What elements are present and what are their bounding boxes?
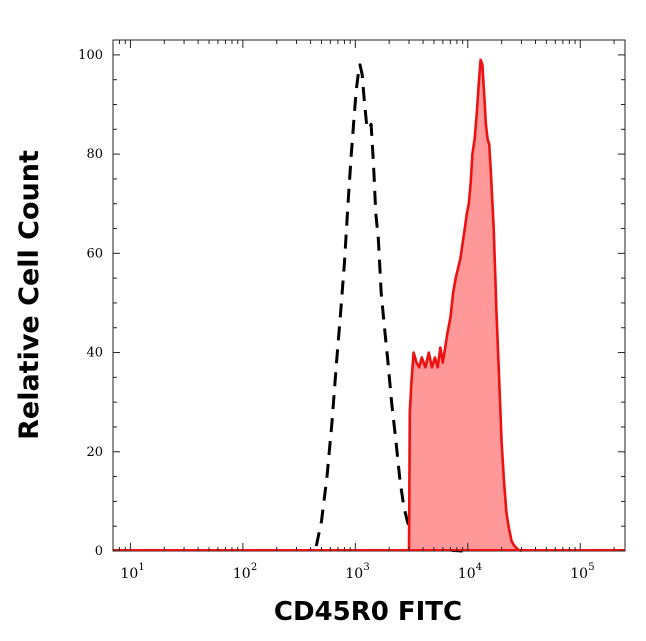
y-tick-label: 80 bbox=[86, 147, 103, 162]
y-tick-label: 100 bbox=[78, 48, 103, 63]
x-axis-label: CD45R0 FITC bbox=[274, 597, 462, 627]
y-tick-label: 40 bbox=[86, 346, 103, 361]
series-layer bbox=[314, 58, 522, 553]
x-tick-exponent: 5 bbox=[588, 562, 594, 573]
x-tick-label: 10 2 bbox=[233, 562, 257, 582]
y-tick-label: 60 bbox=[86, 246, 103, 261]
x-tick-label: 10 4 bbox=[458, 562, 482, 582]
x-tick-base: 10 bbox=[233, 566, 251, 582]
x-tick-base: 10 bbox=[345, 566, 363, 582]
x-tick-label: 10 5 bbox=[570, 562, 594, 582]
y-axis-label: Relative Cell Count bbox=[14, 150, 45, 440]
cd45r0-stained-line bbox=[407, 58, 522, 553]
x-tick-label: 10 1 bbox=[120, 562, 144, 582]
y-axis-ticks: 0 20 40 60 80 100 bbox=[78, 48, 625, 559]
x-tick-exponent: 3 bbox=[363, 562, 369, 573]
x-tick-base: 10 bbox=[120, 566, 138, 582]
x-tick-label: 10 3 bbox=[345, 562, 369, 582]
x-tick-base: 10 bbox=[570, 566, 588, 582]
x-axis-ticks: 10 1 10 2 10 3 10 4 10 5 bbox=[112, 40, 615, 582]
y-tick-label: 20 bbox=[86, 445, 103, 460]
x-tick-exponent: 4 bbox=[476, 562, 482, 573]
x-tick-base: 10 bbox=[458, 566, 476, 582]
x-tick-exponent: 1 bbox=[138, 562, 144, 573]
y-tick-label: 0 bbox=[95, 544, 103, 559]
plot-frame bbox=[112, 39, 626, 552]
cd45r0-stained-area bbox=[409, 59, 522, 552]
x-tick-exponent: 2 bbox=[251, 562, 257, 573]
